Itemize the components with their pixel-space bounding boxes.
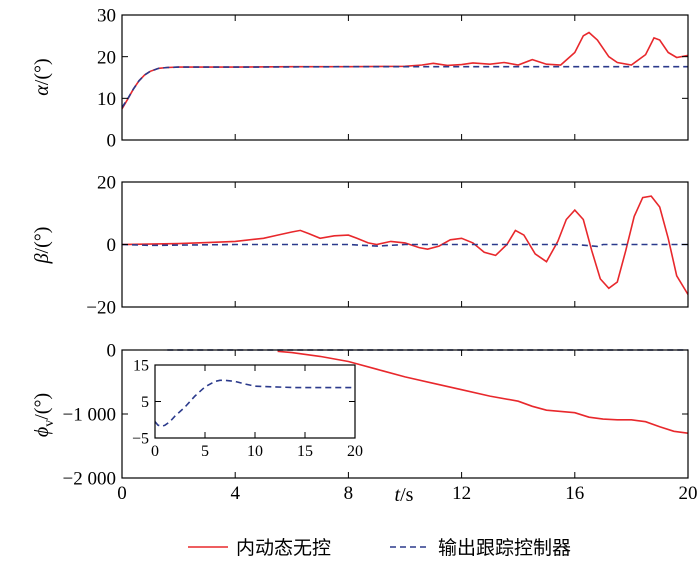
xtick-label: 0 [117,483,127,504]
panel-frame [121,14,689,141]
xtick-label: 20 [679,483,698,504]
red-solid-series [277,350,688,434]
panel-bg [122,15,688,140]
ytick-label: −20 [86,298,116,319]
xtick-label: 0 [151,443,159,460]
legend-red-label: 内动态无控 [236,537,331,559]
ytick-label: 0 [107,235,117,256]
panel-1: −20 0 20 [86,173,689,319]
red-solid-series [122,31,688,110]
legend-blue-label: 输出跟踪控制器 [438,537,571,559]
panel-0: 0 10 20 30 [97,6,689,152]
xtick-label: 5 [201,443,209,460]
ytick-label: −5 [132,431,149,448]
ytick-label: −1 000 [63,405,116,426]
blue-dashed-series [122,243,688,248]
ytick-label: 20 [97,173,116,194]
red-solid-series [122,195,688,295]
blue-dashed-series [122,65,688,108]
ytick-label: 0 [107,131,117,152]
ytick-label: 0 [107,341,117,362]
ytick-label: 5 [141,394,149,411]
ytick-label: 20 [97,47,116,68]
legend: 内动态无控 输出跟踪控制器 [188,537,571,559]
xtick-label: 20 [347,443,363,460]
ytick-label: 10 [97,89,116,110]
panels-layer: 0 10 20 30 −20 0 20 −2 000 −1 000 0 0 4 8 12 16 20 −5 5 15… [63,6,698,504]
xtick-label: 4 [230,483,240,504]
panel-3: −5 5 15 0 5 10 15 20 [132,358,363,460]
xtick-label: 16 [565,483,584,504]
ytick-label: 30 [97,6,116,27]
xtick-label: 15 [297,443,313,460]
ytick-label: 15 [133,358,149,375]
ylabel-alpha: α/(°) [31,58,53,95]
ylabel-beta: β/(°) [31,227,53,265]
blue-dashed-series [155,379,355,428]
xtick-label: 8 [344,483,354,504]
panel-bg [155,365,355,438]
xtick-label: 10 [247,443,263,460]
xlabel: t/s [395,484,414,506]
xtick-label: 12 [452,483,471,504]
ytick-label: −2 000 [63,469,116,490]
ylabel-phi: ϕv/(°) [31,393,57,437]
